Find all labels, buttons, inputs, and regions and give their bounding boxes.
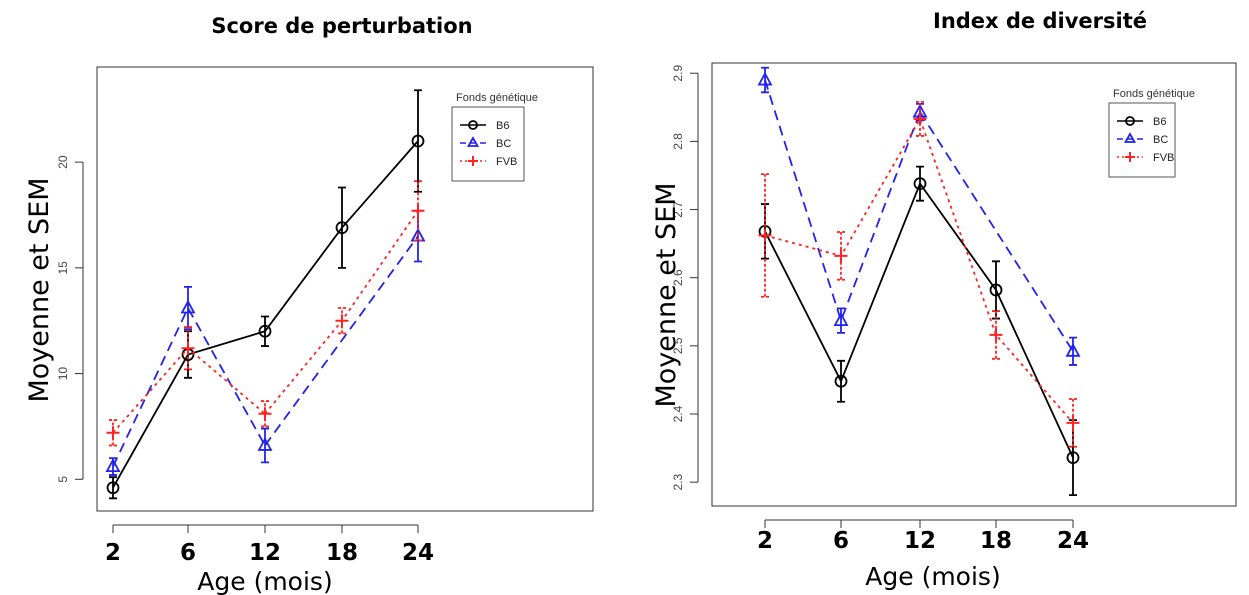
data-point-fvb	[758, 228, 772, 242]
chart-panel-perturbation: Score de perturbation 2 6 12 18 24 5 10 15 20 Age …	[24, 14, 594, 595]
data-point-b6	[1066, 451, 1080, 465]
legend-label-b6: B6	[1153, 116, 1166, 128]
error-bar-b6	[261, 315, 269, 347]
series-line-bc	[264, 235, 419, 446]
legend-marker-fvb	[468, 156, 478, 166]
error-bar-b6	[837, 359, 845, 403]
plot-frame	[96, 66, 594, 512]
data-point-fvb	[411, 204, 425, 218]
data-point-bc	[1065, 342, 1081, 357]
chart-diversity-svg: Index de diversité 2 6 12 18 24 2.3 2.4 2.5 2.6 2.…	[651, 9, 1237, 591]
legend-marker-b6	[468, 120, 478, 130]
x-axis-title: Age (mois)	[865, 562, 1000, 591]
error-bar-fvb	[992, 310, 1000, 360]
y-tick-label: 2.3	[671, 473, 685, 490]
y-tick-label: 2.6	[671, 269, 685, 286]
y-tick-label: 10	[56, 367, 70, 381]
legend-marker-bc	[466, 136, 480, 147]
legend-marker-fvb	[1125, 152, 1135, 162]
error-bar-fvb	[414, 180, 422, 242]
y-tick-label: 2.4	[671, 405, 685, 422]
data-point-b6	[989, 283, 1003, 297]
y-axis-title: Moyenne et SEM	[24, 177, 55, 402]
x-tick-label: 2	[757, 528, 773, 554]
y-tick-label: 2.7	[671, 201, 685, 218]
series-line-b6	[112, 330, 266, 489]
legend-title: Fonds génétique	[456, 92, 538, 104]
x-tick-label: 24	[402, 540, 434, 566]
data-point-b6	[913, 177, 927, 191]
chart-panel-diversity: Index de diversité 2 6 12 18 24 2.3 2.4 2.5 2.6 2.…	[625, 0, 1249, 595]
error-bar-bc	[261, 427, 269, 464]
error-bar-b6	[916, 165, 924, 202]
data-point-fvb	[106, 426, 120, 440]
data-point-fvb	[258, 407, 272, 421]
legend-label-b6: B6	[496, 120, 509, 132]
data-point-fvb	[181, 341, 195, 355]
data-point-b6	[258, 324, 272, 338]
error-bar-b6	[338, 186, 346, 269]
series-line-bc	[112, 306, 266, 467]
y-tick-label: 2.5	[671, 337, 685, 354]
x-tick-label: 12	[249, 540, 281, 566]
chart-title: Index de diversité	[933, 9, 1147, 33]
x-tick-label: 18	[980, 528, 1012, 554]
y-tick-label: 2.8	[671, 133, 685, 150]
y-tick-label: 15	[56, 261, 70, 275]
legend-box	[451, 106, 525, 182]
y-tick-label: 20	[56, 155, 70, 169]
chart-title: Score de perturbation	[211, 14, 472, 38]
error-bar-b6	[414, 89, 422, 193]
legend-marker-bc	[1123, 132, 1137, 143]
data-point-bc	[410, 227, 426, 242]
error-bar-bc	[1069, 336, 1077, 366]
error-bar-b6	[109, 476, 117, 500]
data-point-b6	[106, 481, 120, 495]
legend-title: Fonds génétique	[1113, 88, 1195, 100]
y-axis-title: Moyenne et SEM	[651, 182, 682, 407]
data-point-bc	[105, 458, 121, 473]
data-point-bc	[180, 299, 196, 314]
x-tick-label: 6	[180, 540, 196, 566]
data-point-fvb	[1066, 416, 1080, 430]
data-point-fvb	[913, 112, 927, 126]
legend-box	[1108, 102, 1176, 178]
x-tick-label: 24	[1057, 528, 1089, 554]
x-tick-label: 12	[904, 528, 936, 554]
chart-perturbation-svg: Score de perturbation 2 6 12 18 24 5 10 15 20 Age …	[24, 14, 594, 595]
series-line-fvb	[764, 116, 1074, 424]
y-tick-label: 2.9	[671, 65, 685, 82]
data-point-b6	[335, 221, 349, 235]
data-point-fvb	[989, 328, 1003, 342]
data-point-b6	[411, 134, 425, 148]
plot-frame	[711, 62, 1237, 507]
y-tick-label: 5	[56, 476, 70, 483]
error-bar-fvb	[837, 231, 845, 281]
legend-label-bc: BC	[496, 138, 511, 150]
data-point-fvb	[834, 249, 848, 263]
data-point-fvb	[335, 314, 349, 328]
data-point-b6	[834, 374, 848, 388]
x-tick-label: 2	[105, 540, 121, 566]
x-axis-title: Age (mois)	[197, 567, 332, 595]
legend-label-bc: BC	[1153, 134, 1168, 146]
error-bar-b6	[992, 260, 1000, 320]
data-point-bc	[757, 71, 773, 86]
legend-label-fvb: FVB	[496, 156, 517, 168]
error-bar-fvb	[1069, 398, 1077, 448]
data-point-bc	[833, 312, 849, 327]
data-point-bc	[257, 437, 273, 451]
x-tick-label: 18	[326, 540, 358, 566]
legend-label-fvb: FVB	[1153, 152, 1174, 164]
x-tick-label: 6	[833, 528, 849, 554]
series-line-bc	[764, 79, 921, 324]
legend-marker-b6	[1125, 116, 1135, 126]
